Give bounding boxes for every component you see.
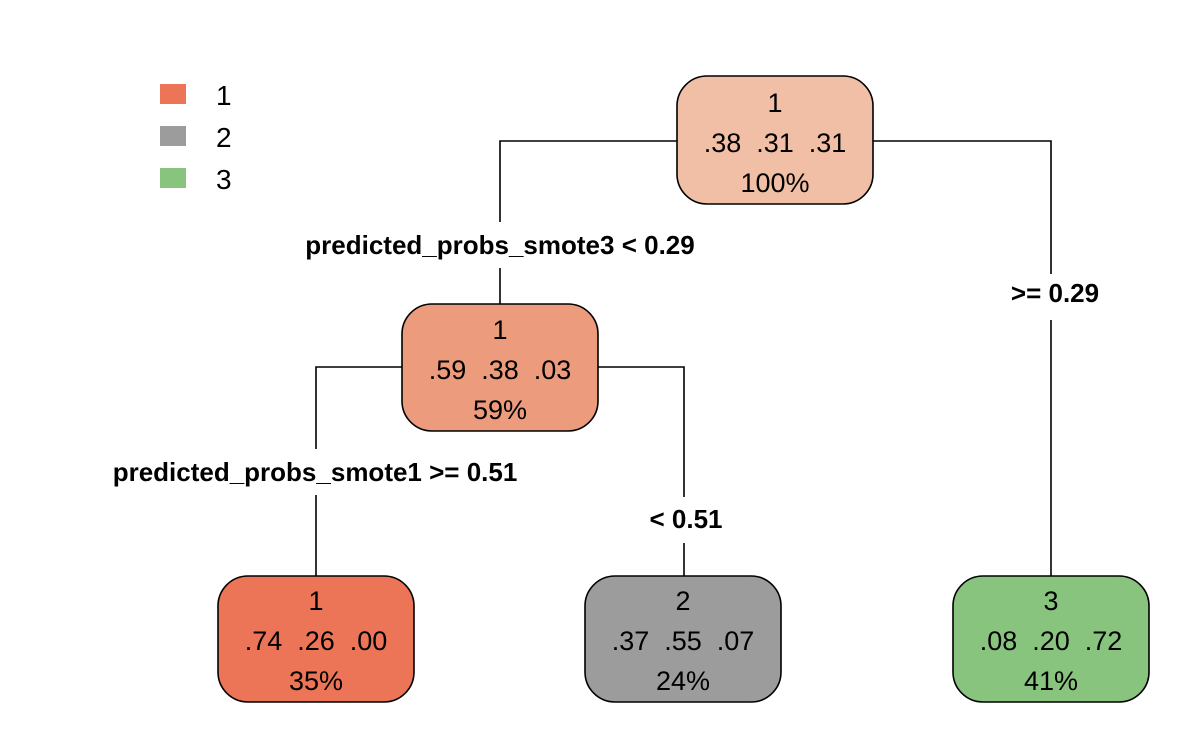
node-pct-left: 59%	[473, 395, 527, 425]
tree-leaf-2: 2 .37 .55 .07 24%	[584, 575, 782, 703]
node-probs-leaf-3: .08 .20 .72	[980, 626, 1123, 656]
node-probs-leaf-2: .37 .55 .07	[612, 626, 755, 656]
node-box-leaf-2	[584, 575, 782, 703]
node-class-leaf-2: 2	[675, 586, 690, 616]
legend-label-class-1: 1	[216, 80, 232, 111]
edge-root-left	[499, 140, 677, 222]
legend: 1 2 3	[160, 80, 232, 195]
legend-swatch-class-2	[160, 126, 186, 146]
node-class-root: 1	[767, 88, 782, 118]
split-label-left-left: predicted_probs_smote1 >= 0.51	[113, 457, 518, 487]
tree-node-root: 1 .38 .31 .31 100%	[676, 75, 874, 205]
node-box-leaf-1	[217, 575, 415, 703]
node-pct-leaf-1: 35%	[289, 666, 343, 696]
tree-leaf-3: 3 .08 .20 .72 41%	[952, 575, 1150, 703]
legend-swatch-class-1	[160, 84, 186, 104]
node-class-leaf-1: 1	[308, 586, 323, 616]
node-box-leaf-3	[952, 575, 1150, 703]
node-class-left: 1	[492, 315, 507, 345]
node-box-left	[401, 303, 599, 432]
split-label-left-right: < 0.51	[649, 504, 722, 534]
legend-label-class-3: 3	[216, 164, 232, 195]
node-class-leaf-3: 3	[1043, 586, 1058, 616]
split-labels: predicted_probs_smote3 < 0.29 >= 0.29 pr…	[113, 230, 1099, 534]
edge-left-leaf1	[315, 366, 402, 449]
node-pct-leaf-3: 41%	[1024, 666, 1078, 696]
node-box-root	[676, 75, 874, 205]
node-probs-leaf-1: .74 .26 .00	[245, 626, 388, 656]
node-pct-leaf-2: 24%	[656, 666, 710, 696]
legend-swatch-class-3	[160, 168, 186, 188]
legend-label-class-2: 2	[216, 122, 232, 153]
edge-left-leaf2	[598, 366, 685, 497]
tree-edges	[315, 140, 1052, 576]
edge-root-right	[873, 140, 1052, 274]
tree-node-left: 1 .59 .38 .03 59%	[401, 303, 599, 432]
tree-leaf-1: 1 .74 .26 .00 35%	[217, 575, 415, 703]
node-probs-left: .59 .38 .03	[429, 355, 572, 385]
node-probs-root: .38 .31 .31	[704, 128, 847, 158]
split-label-root-left: predicted_probs_smote3 < 0.29	[305, 230, 694, 260]
split-label-root-right: >= 0.29	[1011, 278, 1099, 308]
node-pct-root: 100%	[740, 168, 809, 198]
